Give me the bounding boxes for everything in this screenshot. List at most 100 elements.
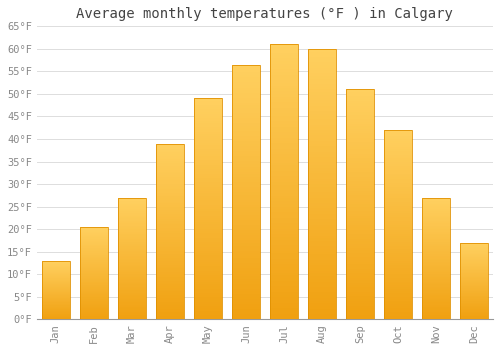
Bar: [422, 301, 450, 302]
Bar: [80, 296, 108, 297]
Bar: [346, 112, 374, 115]
Bar: [232, 187, 260, 189]
Bar: [460, 255, 488, 256]
Bar: [232, 131, 260, 133]
Bar: [460, 318, 488, 319]
Bar: [118, 259, 146, 260]
Bar: [270, 157, 298, 160]
Bar: [270, 308, 298, 311]
Bar: [460, 305, 488, 306]
Bar: [42, 278, 70, 279]
Bar: [80, 302, 108, 303]
Bar: [308, 92, 336, 95]
Bar: [384, 316, 412, 317]
Bar: [308, 279, 336, 281]
Bar: [42, 284, 70, 285]
Bar: [270, 119, 298, 121]
Bar: [232, 182, 260, 184]
Bar: [308, 89, 336, 92]
Bar: [270, 47, 298, 50]
Bar: [308, 225, 336, 228]
Bar: [156, 231, 184, 233]
Bar: [384, 306, 412, 308]
Bar: [460, 269, 488, 270]
Bar: [346, 260, 374, 262]
Bar: [42, 297, 70, 298]
Bar: [156, 265, 184, 267]
Bar: [156, 293, 184, 295]
Bar: [384, 251, 412, 253]
Bar: [346, 119, 374, 121]
Bar: [346, 117, 374, 119]
Bar: [460, 254, 488, 255]
Bar: [42, 310, 70, 311]
Bar: [80, 281, 108, 282]
Bar: [460, 259, 488, 260]
Bar: [194, 266, 222, 268]
Bar: [194, 218, 222, 220]
Bar: [156, 303, 184, 305]
Bar: [156, 275, 184, 277]
Bar: [42, 270, 70, 271]
Bar: [346, 133, 374, 135]
Bar: [422, 277, 450, 278]
Bar: [270, 298, 298, 300]
Bar: [346, 248, 374, 251]
Bar: [384, 261, 412, 262]
Bar: [194, 191, 222, 194]
Bar: [308, 292, 336, 295]
Bar: [384, 168, 412, 170]
Bar: [156, 251, 184, 253]
Bar: [270, 132, 298, 135]
Bar: [346, 287, 374, 289]
Bar: [270, 234, 298, 237]
Bar: [308, 246, 336, 249]
Bar: [194, 147, 222, 149]
Bar: [194, 101, 222, 103]
Bar: [308, 165, 336, 168]
Bar: [42, 317, 70, 318]
Bar: [80, 242, 108, 243]
Bar: [42, 286, 70, 287]
Bar: [156, 288, 184, 289]
Bar: [270, 256, 298, 259]
Bar: [42, 300, 70, 301]
Bar: [346, 237, 374, 239]
Bar: [308, 257, 336, 260]
Bar: [156, 188, 184, 189]
Bar: [384, 291, 412, 293]
Bar: [384, 272, 412, 274]
Bar: [80, 293, 108, 294]
Bar: [118, 210, 146, 211]
Bar: [80, 277, 108, 278]
Bar: [42, 271, 70, 272]
Bar: [232, 240, 260, 243]
Bar: [118, 312, 146, 313]
Bar: [42, 283, 70, 284]
Bar: [422, 313, 450, 315]
Bar: [118, 278, 146, 279]
Bar: [422, 282, 450, 283]
Bar: [384, 138, 412, 140]
Bar: [308, 100, 336, 103]
Bar: [156, 260, 184, 261]
Bar: [156, 268, 184, 270]
Bar: [80, 297, 108, 298]
Bar: [80, 264, 108, 265]
Bar: [384, 226, 412, 229]
Bar: [156, 202, 184, 203]
Bar: [194, 154, 222, 156]
Bar: [232, 289, 260, 292]
Bar: [270, 295, 298, 298]
Bar: [346, 159, 374, 161]
Bar: [422, 260, 450, 261]
Bar: [346, 292, 374, 294]
Bar: [156, 147, 184, 149]
Bar: [156, 256, 184, 258]
Bar: [118, 232, 146, 233]
Bar: [308, 173, 336, 176]
Bar: [156, 272, 184, 274]
Bar: [460, 290, 488, 291]
Bar: [194, 231, 222, 233]
Bar: [80, 280, 108, 281]
